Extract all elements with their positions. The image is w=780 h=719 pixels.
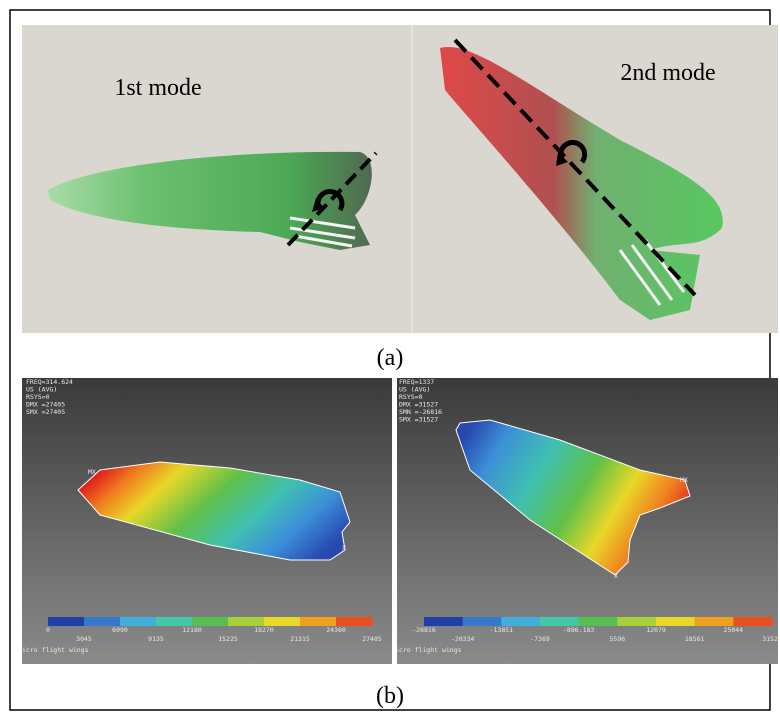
colorbar-segment	[501, 617, 540, 626]
axis-label: X	[342, 544, 346, 552]
colorbar-segment	[336, 617, 373, 626]
header-line: SMX =27405	[26, 408, 65, 416]
colorbar-segment	[540, 617, 579, 626]
colorbar-segment	[228, 617, 265, 626]
colorbar-label: 21315	[290, 635, 310, 643]
max-label: MX	[680, 476, 688, 484]
colorbar-segment	[695, 617, 734, 626]
colorbar-label: 27405	[362, 635, 382, 643]
colorbar-segment	[617, 617, 656, 626]
colorbar-label: 15225	[218, 635, 238, 643]
caption: (a)	[377, 345, 404, 371]
colorbar-label: -20334	[451, 635, 475, 643]
colorbar-label: -26816	[412, 626, 436, 634]
footer: icro flight wings	[395, 646, 462, 654]
colorbar-label: 12180	[182, 626, 202, 634]
colorbar-label: 9135	[148, 635, 164, 643]
colorbar-segment	[300, 617, 337, 626]
axis-label: X	[614, 572, 618, 580]
colorbar-label: 5596	[610, 635, 626, 643]
mode-label: 2nd mode	[620, 60, 715, 86]
caption: (b)	[376, 683, 404, 709]
colorbar-label: -886.183	[563, 626, 594, 634]
colorbar-label: 3045	[76, 635, 92, 643]
colorbar-segment	[264, 617, 301, 626]
colorbar-label: 31527	[762, 635, 780, 643]
mode-label: 1st mode	[114, 75, 201, 101]
colorbar-segment	[48, 617, 85, 626]
colorbar-label: 25044	[724, 626, 744, 634]
colorbar-segment	[463, 617, 502, 626]
colorbar-segment	[84, 617, 121, 626]
max-label: MX	[88, 468, 96, 476]
colorbar-segment	[120, 617, 157, 626]
colorbar-label: 18561	[685, 635, 705, 643]
colorbar-segment	[192, 617, 229, 626]
colorbar-label: -7369	[530, 635, 550, 643]
figure: 1st mode 2nd mode (a) FREQ=314.624US (AV…	[0, 0, 780, 719]
colorbar-segment	[579, 617, 618, 626]
header-line: SMX =31527	[399, 416, 438, 424]
colorbar-label: 6090	[112, 626, 128, 634]
colorbar-label: 0	[46, 626, 50, 634]
footer: icro flight wings	[22, 646, 89, 654]
colorbar-segment	[733, 617, 772, 626]
colorbar-segment	[656, 617, 695, 626]
colorbar-segment	[156, 617, 193, 626]
colorbar-segment	[424, 617, 463, 626]
colorbar-label: -13851	[490, 626, 514, 634]
colorbar-label: 24360	[326, 626, 346, 634]
colorbar-label: 18270	[254, 626, 274, 634]
colorbar-label: 12079	[646, 626, 666, 634]
